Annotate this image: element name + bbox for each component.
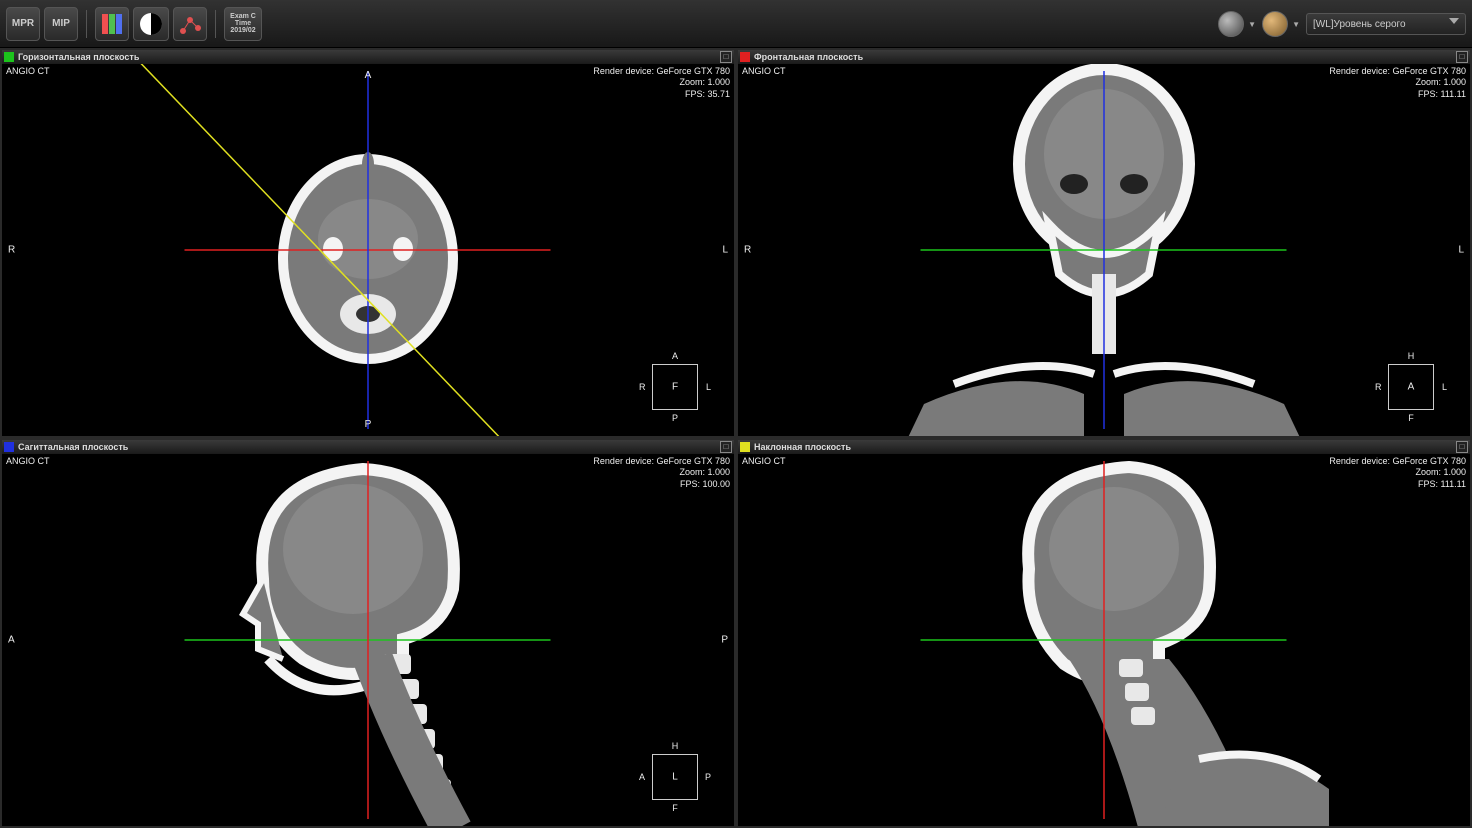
cube-right: L [1442,382,1447,392]
render-info: Render device: GeForce GTX 780 Zoom: 1.0… [593,456,730,490]
render-info: Render device: GeForce GTX 780 Zoom: 1.0… [1329,66,1466,100]
plane-swatch [740,442,750,452]
viewport-oblique: Наклонная плоскость □ [738,440,1470,826]
orient-bottom: P [365,419,372,430]
select-label: [WL]Уровень серого [1313,19,1406,30]
render-info: Render device: GeForce GTX 780 Zoom: 1.0… [593,66,730,100]
chevron-down-icon [1449,18,1459,24]
fps-counter: FPS: 100.00 [593,479,730,490]
maximize-icon[interactable]: □ [1456,51,1468,63]
crosshair-overlay [738,64,1470,436]
cube-top: H [1408,351,1415,361]
viewport-render-area[interactable]: ANGIO CT Render device: GeForce GTX 780 … [2,454,734,826]
orient-right: L [722,245,728,256]
viewport-title: Наклонная плоскость [754,442,851,452]
crosshair-overlay [2,64,734,436]
render-device: Render device: GeForce GTX 780 [593,66,730,77]
series-label: ANGIO CT [6,66,50,76]
render-device: Render device: GeForce GTX 780 [1329,66,1466,77]
viewport-axial: Горизонтальная плоскость □ [2,50,734,436]
cube-right: P [705,772,711,782]
toolbar-separator [215,10,216,38]
measure-button[interactable] [173,7,207,41]
series-label: ANGIO CT [742,66,786,76]
fps-counter: FPS: 111.11 [1329,89,1466,100]
viewport-coronal: Фронтальная плоскость □ [738,50,1470,436]
mip-button[interactable]: MIP [44,7,78,41]
cube-left: R [1375,382,1382,392]
orient-left: A [8,635,15,646]
color-lut-icon [100,12,124,36]
orient-left: R [8,245,15,256]
chevron-down-icon: ▼ [1248,20,1256,29]
maximize-icon[interactable]: □ [1456,441,1468,453]
zoom-level: Zoom: 1.000 [1329,77,1466,88]
viewport-render-area[interactable]: ANGIO CT Render device: GeForce GTX 780 … [2,64,734,436]
viewport-titlebar: Наклонная плоскость □ [738,440,1470,454]
measure-icon [178,12,202,36]
orientation-cube[interactable]: F A P R L [652,364,698,410]
viewport-title: Фронтальная плоскость [754,52,863,62]
zoom-level: Zoom: 1.000 [1329,467,1466,478]
series-label: ANGIO CT [742,456,786,466]
cube-top: A [672,351,678,361]
plane-swatch [4,442,14,452]
render-device: Render device: GeForce GTX 780 [593,456,730,467]
cube-bottom: P [672,413,678,423]
viewport-title: Сагиттальная плоскость [18,442,128,452]
ct-content [2,64,734,436]
orientation-cube[interactable]: A H F R L [1388,364,1434,410]
orient-right: P [721,635,728,646]
maximize-icon[interactable]: □ [720,51,732,63]
orient-left: R [744,245,751,256]
zoom-level: Zoom: 1.000 [593,467,730,478]
maximize-icon[interactable]: □ [720,441,732,453]
series-label: ANGIO CT [6,456,50,466]
cube-bottom: F [1408,413,1414,423]
plane-swatch [4,52,14,62]
exam-info-button[interactable]: Exam C Time 2019/02 [224,7,262,41]
viewport-titlebar: Сагиттальная плоскость □ [2,440,734,454]
ct-content [738,64,1470,436]
fps-counter: FPS: 35.71 [593,89,730,100]
orientation-cube[interactable]: L H F A P [652,754,698,800]
zoom-level: Zoom: 1.000 [593,77,730,88]
viewport-grid: Горизонтальная плоскость □ [0,48,1472,828]
cube-right: L [706,382,711,392]
cube-bottom: F [672,803,678,813]
chevron-down-icon: ▼ [1292,20,1300,29]
viewport-sagittal: Сагиттальная плоскость □ [2,440,734,826]
render-info: Render device: GeForce GTX 780 Zoom: 1.0… [1329,456,1466,490]
crosshair-overlay [2,454,734,826]
halftone-icon [138,11,164,37]
viewport-render-area[interactable]: ANGIO CT Render device: GeForce GTX 780 … [738,64,1470,436]
plane-swatch [740,52,750,62]
orient-right: L [1458,245,1464,256]
patient-icon[interactable] [1218,11,1244,37]
toolbar-right-group: ▼ ▼ [WL]Уровень серого [1218,0,1466,48]
color-lut-button[interactable] [95,7,129,41]
fps-counter: FPS: 111.11 [1329,479,1466,490]
palette-icon[interactable] [1262,11,1288,37]
viewport-render-area[interactable]: ANGIO CT Render device: GeForce GTX 780 … [738,454,1470,826]
render-device: Render device: GeForce GTX 780 [1329,456,1466,467]
main-toolbar: MPR MIP Exam C Time 2019/02 ▼ ▼ [WL]Уров… [0,0,1472,48]
viewport-titlebar: Фронтальная плоскость □ [738,50,1470,64]
mpr-button[interactable]: MPR [6,7,40,41]
window-level-button[interactable] [133,7,169,41]
cube-top: H [672,741,679,751]
window-level-select[interactable]: [WL]Уровень серого [1306,13,1466,35]
cube-left: A [639,772,645,782]
cube-center: F [672,382,678,393]
orient-top: A [365,70,372,81]
ct-content [738,454,1470,826]
cube-left: R [639,382,646,392]
cube-center: A [1408,382,1415,393]
toolbar-separator [86,10,87,38]
ct-content [2,454,734,826]
viewport-titlebar: Горизонтальная плоскость □ [2,50,734,64]
crosshair-overlay [738,454,1470,826]
cube-center: L [672,772,678,783]
viewport-title: Горизонтальная плоскость [18,52,139,62]
